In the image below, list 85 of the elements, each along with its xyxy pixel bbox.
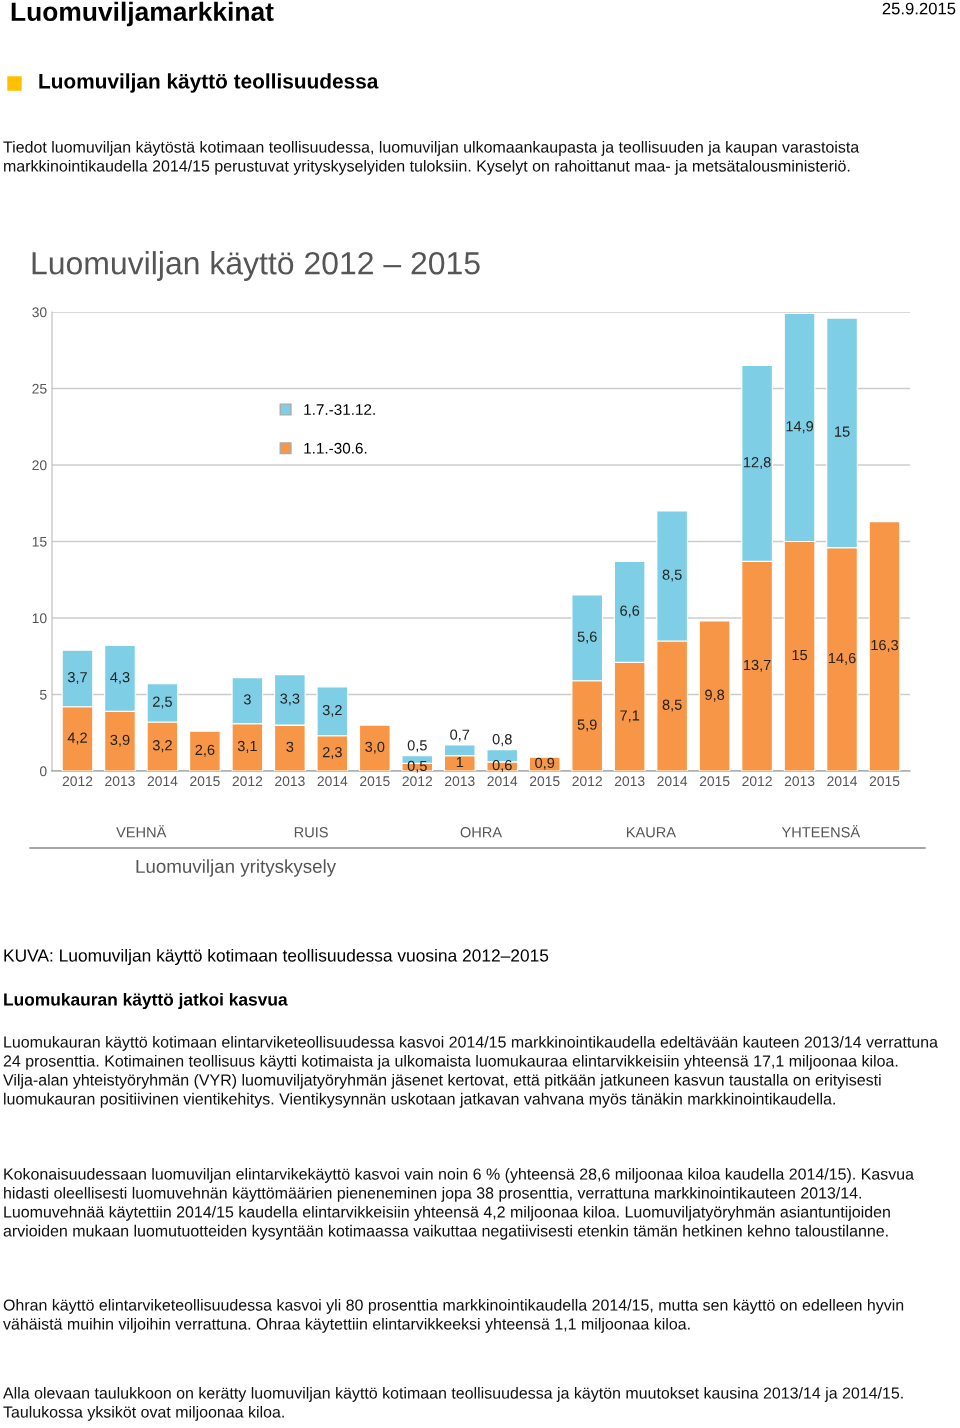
data-label: 3,2 xyxy=(322,704,342,717)
text: Luomuviljan yrityskysely xyxy=(136,859,337,877)
data-label: 8,5 xyxy=(662,569,682,582)
data-label: 2,5 xyxy=(153,696,172,709)
data-label: 6,6 xyxy=(620,605,640,618)
y-tick-label: 5 xyxy=(39,689,47,700)
x-tick-label: 2015 xyxy=(190,776,220,787)
text: Luomuviljamarkkinat xyxy=(11,1,274,27)
data-label: 0,5 xyxy=(407,760,427,773)
data-label: 16,3 xyxy=(871,639,899,652)
data-label: 9,8 xyxy=(705,689,725,702)
text: Tiedot luomuviljan käytöstä kotimaan teollisuudessa, luomuviljan ulkomaankaupasta ja teollisuuden ja kaupan varastoista markkinointikaudella 2014/15 perustuvat yrityskyselyiden tuloksiin. Kyselyt on rahoittanut maa- ja metsätalousministeriö. xyxy=(3,141,860,175)
x-tick-label: 2015 xyxy=(360,776,390,787)
text: Luomuviljan käyttö teollisuudessa xyxy=(39,73,379,93)
data-label: 7,1 xyxy=(620,710,640,723)
data-label: 2,3 xyxy=(322,746,342,760)
x-tick-label: 2012 xyxy=(742,776,772,787)
y-tick-label: 10 xyxy=(32,613,47,624)
data-label: 13,7 xyxy=(744,659,771,672)
bar xyxy=(358,724,391,771)
data-label: 3,3 xyxy=(280,693,300,706)
text: Ohran käyttö elintarviketeollisuudessa kasvoi yli 80 prosenttia markkinointikaudella 2014/15, mutta sen käyttö on edelleen hyvin vähäistä muihin viljoihin verrattuna. Ohraa käytettiin elintarvikkeeksi yhteensä 1,1 miljoonaa kiloa. xyxy=(3,1299,904,1333)
x-tick-label: 2012 xyxy=(62,776,93,787)
text: OHRA xyxy=(460,827,503,838)
x-tick-label: 2014 xyxy=(317,776,348,787)
data-label: 3 xyxy=(286,741,294,752)
legend-label: 1.7.-31.12. xyxy=(304,404,375,415)
text: KUVA: Luomuviljan käyttö kotimaan teollisuudessa vuosina 2012–2015 xyxy=(4,948,549,966)
data-label: 15 xyxy=(835,426,850,437)
text: KAURA xyxy=(626,827,676,838)
data-label: 2,6 xyxy=(195,744,215,757)
x-tick-label: 2015 xyxy=(699,776,730,787)
bar xyxy=(189,730,221,771)
x-tick-label: 2013 xyxy=(614,776,645,787)
text: Luomukauran käyttö jatkoi kasvua xyxy=(4,992,288,1010)
text: YHTEENSÄ xyxy=(781,825,861,838)
x-tick-label: 2012 xyxy=(232,776,263,787)
data-label: 4,2 xyxy=(67,732,87,745)
bar xyxy=(698,620,731,771)
data-label: 8,5 xyxy=(662,699,682,712)
y-tick-label: 15 xyxy=(32,536,47,547)
y-tick-label: 20 xyxy=(32,460,47,471)
data-label: 3,2 xyxy=(152,740,172,753)
y-tick-label: 0 xyxy=(39,766,47,777)
data-label: 3,7 xyxy=(67,672,87,685)
y-tick-label: 30 xyxy=(32,307,47,318)
text: VEHNÄ xyxy=(116,825,167,838)
y-tick-label: 25 xyxy=(32,383,47,394)
x-tick-label: 2014 xyxy=(657,776,688,787)
x-tick-label: 2014 xyxy=(827,776,858,787)
data-label: 3,9 xyxy=(110,734,130,747)
data-label: 12,8 xyxy=(744,457,771,470)
data-label: 3,1 xyxy=(237,740,257,753)
x-tick-label: 2015 xyxy=(529,776,560,787)
text: Kokonaisuudessaan luomuviljan elintarvikekäyttö kasvoi vain noin 6 % (yhteensä 28,6 miljoonaa kiloa kaudella 2014/15). Kasvua hidasti oleellisesti luomuvehnän käyttömäärien pieneneminen jopa 38 prosenttia, verrattuna markkinointikauteen 2013/14. Luomuvehnää käytettiin 2014/15 kaudella elintarvikkeisiin yhteensä 4,2 miljoonaa kiloa. Luomuviljatyöryhmän asiantuntijoiden arvioiden mukaan luomutuotteiden kysyntään kotimaassa vaikuttaa negatiivisesti etenkin tämän hetkinen kehno taloustilanne. xyxy=(3,1168,914,1240)
bar xyxy=(868,521,901,771)
x-tick-label: 2013 xyxy=(275,776,305,787)
text: Luomukauran käyttö kotimaan elintarviketeollisuudessa kasvoi 2014/15 markkinointikaudella edeltävään kauteen 2013/14 verrattuna 24 prosenttia. Kotimainen teollisuus käytti kotimaista ja ulkomaista luomukauraa elintarvikkeisiin yhteensä 17,1 miljoonaa kiloa. Vilja-alan yhteistyöryhmän (VYR) luomuviljatyöryhmän jäsenet kertovat, että pitkään jatkuneen kasvun taustalla on erityisesti luomukauran positiivinen vientikehitys. Vientikysynnän uskotaan jatkavan vahvana myös tänäkin markkinointikaudella. xyxy=(3,1036,938,1108)
text: Alla olevaan taulukkoon on kerätty luomuviljan käyttö kotimaan teollisuudessa ja käytön muutokset kausina 2013/14 ja 2014/15. Taulukossa yksiköt ovat miljoonaa kiloa. xyxy=(3,1387,903,1421)
x-tick-label: 2014 xyxy=(147,776,178,787)
data-label: 3 xyxy=(243,694,251,705)
x-tick-label: 2012 xyxy=(402,776,433,787)
data-label: 0,5 xyxy=(407,740,427,753)
data-label: 0,9 xyxy=(535,757,555,770)
data-label: 1 xyxy=(456,757,464,768)
x-tick-label: 2013 xyxy=(445,776,475,787)
chart-title: Luomuviljan käyttö 2012 – 2015 xyxy=(32,251,480,281)
data-label: 0,8 xyxy=(492,734,512,747)
legend-label: 1.1.-30.6. xyxy=(304,442,367,454)
data-label: 5,6 xyxy=(577,631,597,644)
x-tick-label: 2013 xyxy=(105,776,135,787)
text: 25.9.2015 xyxy=(882,2,956,15)
data-label: 14,6 xyxy=(828,652,856,665)
data-label: 5,9 xyxy=(577,719,597,732)
data-label: 0,6 xyxy=(492,760,512,773)
data-label: 4,3 xyxy=(110,672,130,685)
x-tick-label: 2012 xyxy=(572,776,602,787)
data-label: 0,7 xyxy=(450,729,470,742)
text: RUIS xyxy=(294,827,328,838)
x-tick-label: 2014 xyxy=(487,776,518,787)
x-tick-label: 2015 xyxy=(869,776,900,787)
data-label: 15 xyxy=(792,649,808,661)
x-tick-label: 2013 xyxy=(784,776,815,787)
data-label: 14,9 xyxy=(786,421,814,434)
data-label: 3,0 xyxy=(365,741,385,754)
